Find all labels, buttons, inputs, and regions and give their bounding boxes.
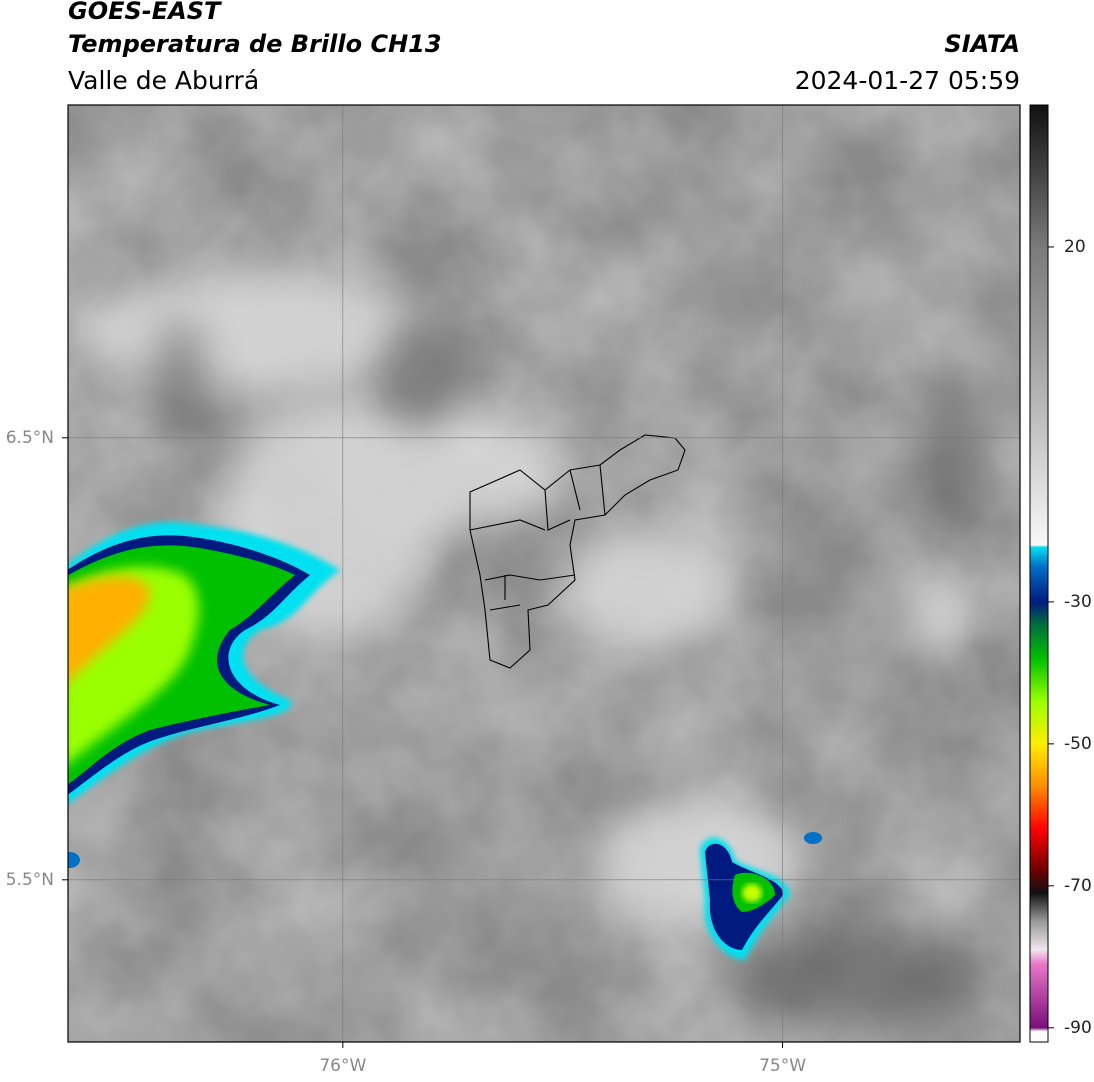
x-tick-label: 75°W bbox=[759, 1056, 806, 1076]
colorbar-tick-label: -90 bbox=[1064, 1018, 1092, 1038]
colorbar-tick-label: 20 bbox=[1064, 237, 1086, 257]
y-tick-label: 6.5°N bbox=[6, 428, 54, 448]
title: GOES-EAST bbox=[68, 0, 222, 25]
source: SIATA bbox=[944, 30, 1020, 58]
x-tick-label: 76°W bbox=[319, 1056, 366, 1076]
colorbar-tick-label: -30 bbox=[1064, 592, 1092, 612]
region: Valle de Aburrá bbox=[68, 66, 259, 95]
subtitle: Temperatura de Brillo CH13 bbox=[68, 30, 442, 58]
colorbar-tick-label: -70 bbox=[1064, 876, 1092, 896]
y-tick-label: 5.5°N bbox=[6, 870, 54, 890]
map-frame bbox=[67, 104, 1021, 1043]
datetime: 2024-01-27 05:59 bbox=[795, 66, 1020, 95]
colorbar-tick-label: -50 bbox=[1064, 734, 1092, 754]
satellite-image bbox=[68, 105, 1020, 1042]
convective-cloud bbox=[68, 522, 822, 960]
municipal-boundaries bbox=[469, 434, 686, 669]
colorbar-frame bbox=[1029, 104, 1049, 1043]
colorbar bbox=[1030, 105, 1048, 1042]
